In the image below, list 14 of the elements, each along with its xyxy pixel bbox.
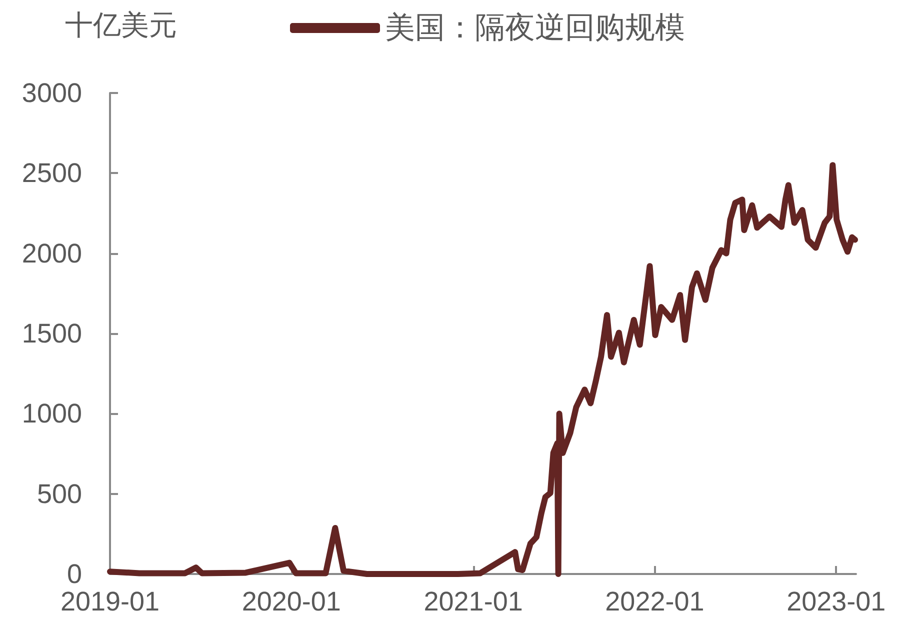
y-tick-label: 1000 bbox=[22, 398, 82, 429]
x-tick-label: 2019-01 bbox=[60, 586, 160, 616]
y-tick-label: 0 bbox=[66, 559, 82, 589]
x-tick-label: 2023-01 bbox=[786, 586, 886, 616]
y-tick-label: 500 bbox=[36, 478, 82, 509]
x-tick-label: 2022-01 bbox=[605, 586, 704, 616]
y-tick-label: 2000 bbox=[22, 238, 82, 268]
y-tick-label: 1500 bbox=[22, 318, 82, 348]
x-tick-label: 2020-01 bbox=[242, 586, 341, 616]
legend-label: 美国：隔夜逆回购规模 bbox=[385, 12, 685, 44]
x-tick-label: 2021-01 bbox=[424, 586, 523, 616]
y-tick-label: 3000 bbox=[22, 78, 82, 108]
y-tick-label: 2500 bbox=[22, 158, 82, 188]
y-axis-title: 十亿美元 bbox=[65, 10, 177, 40]
